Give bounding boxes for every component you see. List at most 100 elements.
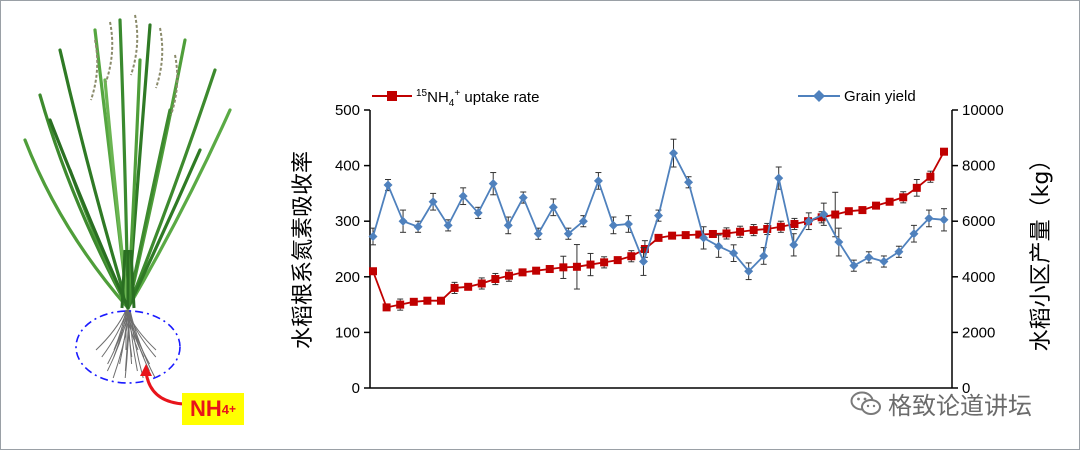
- rice-root: [126, 309, 157, 358]
- nh4-badge-sub: 4: [221, 401, 229, 417]
- data-point-diamond: [879, 257, 889, 267]
- data-point-diamond: [383, 180, 393, 190]
- y-tick-label-left: 400: [335, 158, 360, 175]
- data-point-square: [586, 260, 595, 269]
- nh4-badge-base: NH: [189, 396, 222, 421]
- data-point-diamond: [684, 177, 694, 187]
- rice-panicle: [105, 21, 114, 83]
- data-point-square: [640, 245, 649, 253]
- data-point-diamond: [368, 231, 378, 241]
- data-point-square: [681, 231, 690, 240]
- data-point-square: [654, 233, 663, 242]
- rice-leaf: [126, 108, 232, 310]
- data-point-square: [899, 193, 908, 202]
- rice-leaf: [23, 138, 130, 310]
- data-point-square: [532, 266, 541, 275]
- data-point-square: [695, 230, 704, 239]
- data-point-square: [722, 229, 731, 238]
- data-point-diamond: [533, 229, 543, 239]
- rice-plant-illustration: [23, 14, 232, 406]
- data-point-diamond: [608, 220, 618, 230]
- y-tick-label-right: 10000: [962, 102, 1004, 119]
- data-point-diamond: [744, 266, 754, 276]
- data-point-square: [423, 296, 432, 305]
- y-tick-label-left: 200: [335, 269, 360, 286]
- data-point-diamond: [548, 202, 558, 212]
- uptake-yield-chart: 15NH4+ uptake rate Grain yield 0 100 200 30…: [291, 88, 1054, 397]
- rice-panicle: [170, 54, 179, 116]
- data-point-diamond: [849, 261, 859, 271]
- rice-panicle: [130, 14, 139, 76]
- data-point-diamond: [398, 216, 408, 226]
- data-point-diamond: [473, 208, 483, 218]
- data-point-square: [912, 183, 921, 192]
- data-point-square: [491, 275, 500, 284]
- data-point-diamond: [804, 216, 814, 226]
- data-point-square: [600, 258, 609, 267]
- data-point-square: [749, 226, 758, 235]
- rice-plant-roots: [95, 309, 157, 379]
- y-tick-label-left: 300: [335, 213, 360, 230]
- data-point-square: [736, 227, 745, 236]
- uptake-arrow: [144, 371, 185, 406]
- data-point-diamond: [428, 197, 438, 207]
- series-uptake-rate: [369, 147, 948, 312]
- y-tick-label-right: 0: [962, 380, 970, 397]
- data-point-square: [763, 224, 772, 233]
- data-point-square: [885, 197, 894, 206]
- y-ticks-left: 0 100 200 300 400 500: [335, 102, 370, 397]
- y-tick-label-left: 100: [335, 324, 360, 341]
- data-point-diamond: [593, 176, 603, 186]
- data-point-square: [926, 172, 935, 181]
- rice-root: [125, 309, 139, 351]
- rice-stem: [120, 249, 136, 309]
- y-tick-label-right: 4000: [962, 269, 995, 286]
- y-tick-label-right: 2000: [962, 324, 995, 341]
- legend-yield-label: Grain yield: [844, 88, 916, 105]
- legend-uptake-marker: [387, 91, 397, 101]
- data-point-square: [559, 263, 568, 272]
- data-point-diamond: [699, 233, 709, 243]
- data-point-square: [668, 231, 677, 240]
- data-point-diamond: [819, 209, 829, 219]
- data-point-diamond: [864, 252, 874, 262]
- data-point-square: [844, 207, 853, 216]
- data-point-square: [450, 283, 459, 292]
- data-point-diamond: [413, 222, 423, 232]
- watermark: 格致论道讲坛: [850, 386, 1032, 421]
- data-point-diamond: [909, 229, 919, 239]
- data-point-square: [708, 229, 717, 238]
- data-point-diamond: [518, 193, 528, 203]
- data-point-square: [858, 206, 867, 215]
- data-point-diamond: [774, 173, 784, 183]
- rice-panicle: [90, 39, 99, 101]
- data-point-diamond: [714, 241, 724, 251]
- rice-root: [95, 309, 127, 351]
- rice-root: [128, 309, 150, 372]
- data-point-square: [872, 201, 881, 210]
- data-point-diamond: [924, 213, 934, 223]
- data-point-square: [776, 222, 785, 231]
- data-point-square: [477, 279, 486, 288]
- data-point-diamond: [789, 240, 799, 250]
- data-point-square: [572, 262, 581, 271]
- legend-uptake-label: 15NH4+ uptake rate: [416, 88, 539, 109]
- data-point-square: [504, 271, 513, 280]
- y-ticks-right: 0 2000 4000 6000 8000 10000: [952, 102, 1004, 397]
- watermark-text: 格致论道讲坛: [888, 392, 1032, 420]
- nh4-badge-sup: +: [229, 402, 237, 416]
- data-point-square: [940, 147, 948, 156]
- rice-root: [113, 309, 127, 351]
- data-point-diamond: [939, 215, 949, 225]
- data-point-diamond: [834, 237, 844, 247]
- rice-leaf: [48, 118, 130, 310]
- data-point-square: [627, 252, 636, 261]
- series-line: [372, 151, 945, 309]
- data-point-square: [613, 256, 622, 265]
- y-tick-label-right: 8000: [962, 158, 995, 175]
- data-point-square: [464, 282, 473, 291]
- data-point-diamond: [669, 148, 679, 158]
- data-point-square: [817, 213, 826, 222]
- rice-plant-shoots: [23, 14, 232, 310]
- data-point-diamond: [759, 251, 769, 261]
